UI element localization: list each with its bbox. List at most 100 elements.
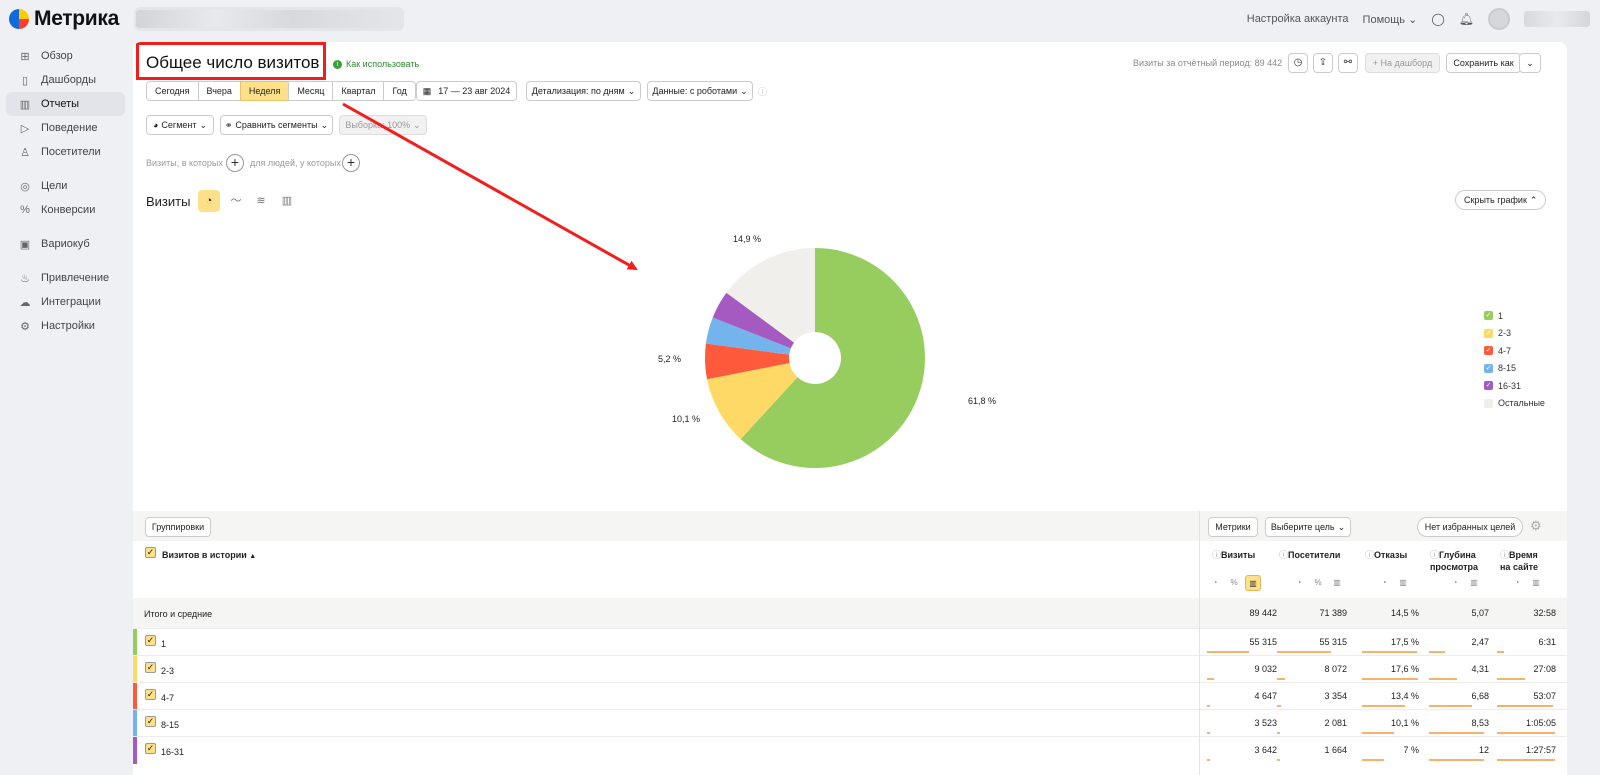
bar-mode-icon[interactable]: ▥: [1470, 578, 1478, 587]
how-to-use-link[interactable]: i Как использовать: [333, 59, 419, 69]
data-filter-select[interactable]: Данные: с роботами ⌄: [647, 81, 753, 101]
top-bar: Метрика Настройка аккаунта Помощь ⌄ ◯ 🔔︎: [0, 0, 1600, 38]
chevron-down-icon: ⌄: [413, 119, 421, 130]
row-checkbox[interactable]: ✓: [145, 716, 156, 727]
period-yesterday[interactable]: Вчера: [197, 81, 241, 101]
legend-item[interactable]: ✓ 8-15: [1484, 360, 1545, 378]
cell-share-bar: [1362, 732, 1394, 734]
pie-mode-icon[interactable]: ◔: [1296, 578, 1302, 587]
row-checkbox[interactable]: ✓: [145, 662, 156, 673]
sidebar-item-behavior[interactable]: ▷ Поведение: [6, 116, 125, 140]
select-all-checkbox[interactable]: ✓: [145, 547, 156, 558]
goal-select[interactable]: Выберите цель ⌄: [1265, 517, 1351, 537]
legend-item[interactable]: ✓ 2-3: [1484, 325, 1545, 343]
cell-share-bar: [1207, 732, 1210, 734]
pie-slice-other[interactable]: [726, 248, 815, 343]
pie-mode-icon[interactable]: ◔: [1212, 578, 1218, 587]
legend-item[interactable]: ✓ 1: [1484, 307, 1545, 325]
pie-slice-8-15[interactable]: [705, 317, 791, 355]
column-header-visits[interactable]: ⓘВизиты: [1212, 549, 1255, 561]
pie-slice-2-3[interactable]: [707, 363, 798, 440]
detalization-select[interactable]: Детализация: по дням ⌄: [526, 81, 641, 101]
pie-mode-icon[interactable]: ◔: [1381, 578, 1387, 587]
person-icon: ♙: [20, 146, 30, 159]
bar-mode-icon[interactable]: ▥: [1532, 578, 1540, 587]
favorite-goals-button[interactable]: Нет избранных целей: [1417, 517, 1523, 537]
table-row[interactable]: ✓ 2-3 9 032 8 072 17,6 % 4,31 27:08: [133, 655, 1567, 683]
line-chart-type-icon[interactable]: 〜: [230, 195, 242, 207]
percent-mode-icon[interactable]: %: [1230, 578, 1238, 587]
sidebar-item-label: Интеграции: [41, 296, 101, 308]
sidebar-item-visitors[interactable]: ♙ Посетители: [6, 140, 125, 164]
compare-segments-button[interactable]: ⚭ Сравнить сегменты ⌄: [220, 115, 333, 135]
share-icon[interactable]: ⚯: [1338, 53, 1358, 73]
bar-mode-icon[interactable]: ▥: [1399, 578, 1407, 587]
cell-visitors: 1 664: [1324, 745, 1347, 755]
bar-mode-icon[interactable]: ▥: [1245, 575, 1261, 591]
period-week[interactable]: Неделя: [239, 81, 290, 101]
total-time: 32:58: [1533, 608, 1556, 618]
percent-mode-icon[interactable]: %: [1314, 578, 1322, 587]
cell-visitors: 8 072: [1324, 664, 1347, 674]
sidebar-item-reports[interactable]: ▥ Отчеты: [6, 92, 125, 116]
sidebar-item-dashboards[interactable]: ▯ Дашборды: [6, 68, 125, 92]
sidebar-item-conversions[interactable]: % Конверсии: [6, 198, 125, 222]
area-chart-type-icon[interactable]: ≋: [256, 195, 266, 207]
row-checkbox[interactable]: ✓: [145, 635, 156, 646]
legend-item[interactable]: Остальные: [1484, 395, 1545, 413]
table-row[interactable]: ✓ 16-31 3 642 1 664 7 % 12 1:27:57: [133, 736, 1567, 764]
add-visit-filter-button[interactable]: +: [226, 154, 244, 172]
hide-chart-button[interactable]: Скрыть график ⌃: [1455, 190, 1547, 210]
pie-slice-1[interactable]: [740, 248, 925, 468]
row-checkbox[interactable]: ✓: [145, 689, 156, 700]
period-year[interactable]: Год: [383, 81, 416, 101]
totals-label: Итого и средние: [144, 609, 213, 619]
dimension-column-header[interactable]: Визитов в истории ▲: [162, 549, 256, 563]
bar-chart-type-icon[interactable]: ▥: [281, 195, 293, 207]
row-checkbox[interactable]: ✓: [145, 743, 156, 754]
column-header-visitors[interactable]: ⓘПосетители: [1279, 549, 1340, 561]
column-header-time[interactable]: ⓘВремя на сайте: [1500, 549, 1538, 573]
segment-button[interactable]: ◕ Сегмент ⌄: [146, 115, 214, 135]
export-icon[interactable]: ⇪: [1313, 53, 1333, 73]
sidebar-item-integrations[interactable]: ☁ Интеграции: [6, 290, 125, 314]
bell-icon[interactable]: 🔔︎: [1458, 12, 1474, 26]
sidebar-item-overview[interactable]: ⊞ Обзор: [6, 44, 125, 68]
add-people-filter-button[interactable]: +: [342, 154, 360, 172]
chat-icon[interactable]: ◯: [1431, 12, 1445, 26]
column-header-bounces[interactable]: ⓘОтказы: [1365, 549, 1407, 561]
legend-item[interactable]: ✓ 16-31: [1484, 377, 1545, 395]
save-as-dropdown[interactable]: ⌄: [1519, 53, 1541, 73]
groupings-button[interactable]: Группировки: [145, 517, 211, 537]
bar-mode-icon[interactable]: ▥: [1333, 578, 1341, 587]
visits-total: Визиты за отчётный период: 89 442: [1133, 58, 1283, 68]
pie-data-label: 61,8 %: [968, 396, 996, 406]
grid-icon: ⊞: [20, 50, 30, 63]
add-to-dashboard-button[interactable]: + На дашборд: [1365, 53, 1440, 73]
table-row[interactable]: ✓ 1 55 315 55 315 17,5 % 2,47 6:31: [133, 628, 1567, 656]
gear-icon[interactable]: ⚙: [1530, 518, 1542, 533]
table-row[interactable]: ✓ 4-7 4 647 3 354 13,4 % 6,68 53:07: [133, 682, 1567, 710]
legend-item[interactable]: ✓ 4-7: [1484, 342, 1545, 360]
account-settings-link[interactable]: Настройка аккаунта: [1246, 13, 1349, 25]
help-menu[interactable]: Помощь ⌄: [1363, 13, 1418, 26]
cell-depth: 8,53: [1471, 718, 1489, 728]
table-row[interactable]: ✓ 8-15 3 523 2 081 10,1 % 8,53 1:05:05: [133, 709, 1567, 737]
sidebar-item-settings[interactable]: ⚙ Настройки: [6, 314, 125, 338]
sidebar-item-acquisition[interactable]: ♨ Привлечение: [6, 266, 125, 290]
question-icon[interactable]: ⓘ: [758, 87, 768, 97]
pie-chart-type-icon[interactable]: ◔: [198, 190, 220, 212]
sidebar-item-variocube[interactable]: ▣ Вариокуб: [6, 232, 125, 256]
date-range-picker[interactable]: ▦ 17 — 23 авг 2024: [416, 81, 517, 101]
title-highlight-box: [136, 42, 326, 80]
pie-slice-4-7[interactable]: [705, 343, 790, 380]
app-logo[interactable]: Метрика: [9, 7, 119, 31]
column-header-depth[interactable]: ⓘГлубина просмотра: [1430, 549, 1478, 573]
avatar[interactable]: [1488, 8, 1510, 30]
metrics-button[interactable]: Метрики: [1208, 517, 1258, 537]
clock-icon[interactable]: ◷: [1288, 53, 1308, 73]
pie-mode-icon[interactable]: ◔: [1514, 578, 1520, 587]
pie-slice-16-31[interactable]: [712, 292, 795, 349]
pie-mode-icon[interactable]: ◔: [1452, 578, 1458, 587]
sidebar-item-goals[interactable]: ◎ Цели: [6, 174, 125, 198]
